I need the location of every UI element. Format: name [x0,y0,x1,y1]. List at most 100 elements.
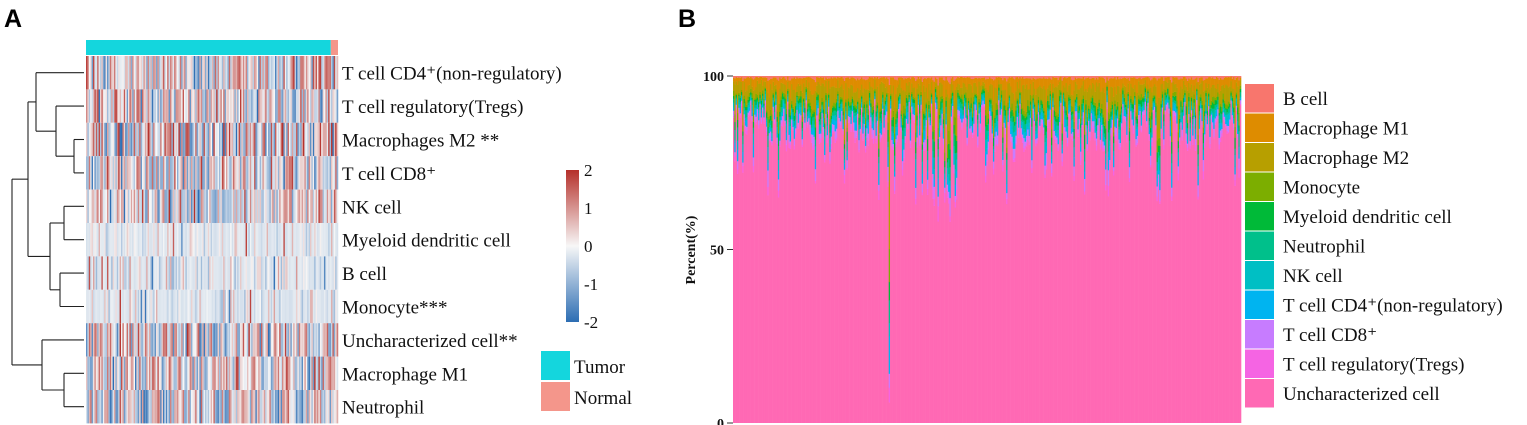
bar-stack [1037,76,1040,423]
bar-segment [735,98,738,102]
bar-segment [941,76,944,78]
bar-segment [887,141,889,148]
bar-segment [826,117,829,126]
bar-segment [897,108,900,111]
heatmap-cell [172,256,175,290]
heatmap-cell [276,289,279,324]
heatmap-cell [193,256,196,290]
bar-segment [760,76,763,77]
bar-stack [789,76,792,423]
heatmap-cell [252,390,255,424]
bar-stack [1011,76,1014,423]
bar-segment [967,77,970,85]
bar-segment [916,115,919,121]
bar-segment [781,93,784,100]
bar-stack [788,76,791,423]
heatmap-cell [86,256,88,290]
bar-segment [825,76,827,78]
bar-segment [1033,102,1036,105]
bar-stack [743,76,746,423]
bar-stack [760,76,763,424]
heatmap-cell [157,156,160,190]
bar-segment [763,123,765,423]
heatmap-cell [86,156,88,190]
bar-segment [994,151,996,424]
bar-segment [1049,103,1052,110]
bar-segment [771,76,773,79]
bar-segment [764,88,767,91]
heatmap-cell [216,122,218,157]
heatmap-cell [88,356,91,390]
bar-segment [1018,105,1020,114]
bar-segment [846,141,849,151]
bar-segment [975,111,978,115]
heatmap-cell [132,390,134,424]
bar-segment [908,76,911,78]
bar-segment [820,85,822,109]
bar-segment [957,117,959,424]
heatmap-cell [310,89,312,123]
heatmap-cell [219,122,221,157]
bar-segment [825,92,827,96]
heatmap-cell [328,289,330,324]
bar-segment [899,92,901,95]
bar-segment [925,104,928,109]
heatmap-cell [213,289,216,324]
bar-segment [1021,85,1024,109]
bar-segment [1019,80,1021,92]
bar-segment [760,100,763,105]
heatmap-cell [102,189,105,223]
bar-segment [813,136,816,145]
heatmap-cell [87,122,90,157]
heatmap-cell [263,189,266,223]
bar-segment [992,76,995,81]
bar-segment [784,108,787,115]
heatmap-cell [251,89,253,123]
bar-segment [981,99,983,103]
heatmap-cell [112,223,115,257]
bar-segment [1025,116,1028,120]
heatmap-cell [223,89,225,123]
heatmap-cell [102,89,105,123]
bar-segment [812,110,814,114]
bar-segment [776,79,779,96]
bar-stack [772,76,775,423]
bar-segment [754,118,756,123]
bar-segment [735,94,738,98]
heatmap-cell [111,223,113,257]
bar-segment [990,103,992,109]
bar-segment [842,123,845,130]
bar-segment [996,95,999,106]
bar-segment [793,149,796,423]
bar-segment [901,169,904,176]
heatmap-cell [184,223,186,257]
bar-segment [1023,84,1025,111]
bar-stack [998,76,1000,423]
bar-segment [822,109,825,114]
heatmap-row [86,289,339,324]
heatmap-cell [273,356,276,390]
bar-segment [775,91,777,95]
heatmap-cell [244,56,246,90]
heatmap-cell [144,356,147,390]
bar-segment [834,76,837,78]
bar-segment [830,115,833,120]
heatmap-cell [265,289,267,324]
bar-segment [969,112,971,117]
bar-segment [788,117,791,123]
heatmap-cell [174,89,176,123]
bar-segment [1008,96,1011,98]
bar-segment [884,117,887,120]
heatmap-cell [185,256,188,290]
heatmap-cell [301,323,304,357]
bar-segment [957,99,959,107]
heatmap-cell [252,189,255,223]
bar-segment [874,102,876,105]
bar-segment [992,135,995,139]
bar-segment [1049,83,1052,91]
bar-segment [962,120,965,123]
heatmap-cell [305,256,308,290]
bar-segment [937,85,940,102]
bar-segment [771,140,773,144]
bar-segment [886,94,888,97]
